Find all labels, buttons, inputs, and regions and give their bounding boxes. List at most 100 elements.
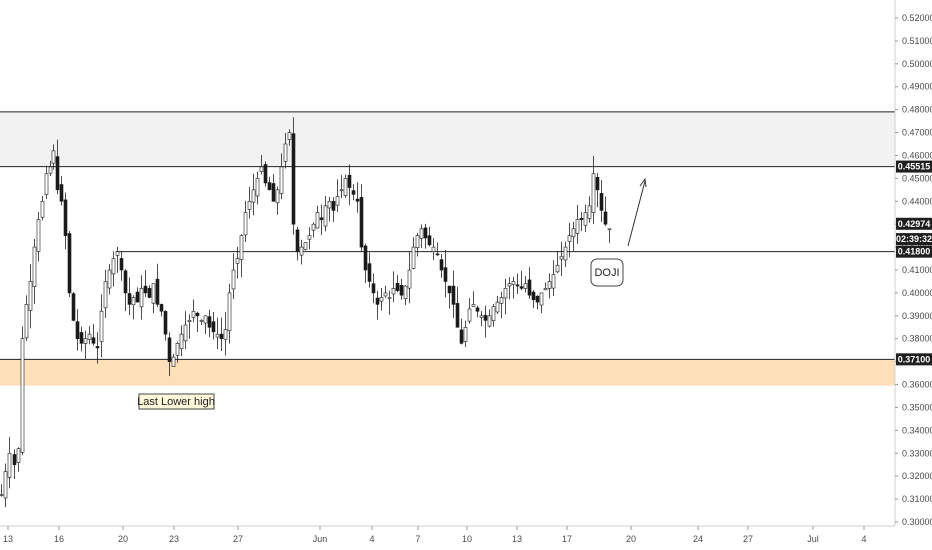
candle[interactable] xyxy=(471,291,476,307)
candle[interactable] xyxy=(79,326,84,352)
candle[interactable] xyxy=(539,292,544,314)
candle[interactable] xyxy=(16,447,21,472)
candle[interactable] xyxy=(183,311,188,350)
candle[interactable] xyxy=(415,232,420,257)
candle[interactable] xyxy=(12,449,17,480)
candle[interactable] xyxy=(359,184,364,253)
candle[interactable] xyxy=(40,196,45,221)
candle[interactable] xyxy=(607,228,612,243)
candle[interactable] xyxy=(187,314,192,339)
candle[interactable] xyxy=(55,139,60,195)
candle[interactable] xyxy=(195,311,200,332)
candle[interactable] xyxy=(583,204,588,233)
doji-annotation[interactable]: DOJI xyxy=(590,258,624,287)
candle[interactable] xyxy=(87,326,92,345)
candle[interactable] xyxy=(479,311,484,327)
candle[interactable] xyxy=(95,332,100,364)
candle[interactable] xyxy=(379,287,384,311)
candle[interactable] xyxy=(36,211,41,262)
candle[interactable] xyxy=(295,226,300,261)
candle[interactable] xyxy=(203,315,208,335)
candle[interactable] xyxy=(151,283,156,314)
candle[interactable] xyxy=(391,271,396,303)
candle[interactable] xyxy=(259,154,264,175)
candle[interactable] xyxy=(263,161,268,187)
candle[interactable] xyxy=(247,186,252,219)
candle[interactable] xyxy=(599,180,604,223)
candle[interactable] xyxy=(555,251,560,274)
candle[interactable] xyxy=(335,179,340,213)
candle[interactable] xyxy=(407,252,412,304)
candle[interactable] xyxy=(279,153,284,200)
candle[interactable] xyxy=(32,238,37,305)
candle[interactable] xyxy=(191,299,196,323)
candle[interactable] xyxy=(459,318,464,345)
candle[interactable] xyxy=(591,155,596,225)
candle[interactable] xyxy=(271,174,276,202)
candle[interactable] xyxy=(299,239,304,265)
candle[interactable] xyxy=(3,463,8,508)
candle[interactable] xyxy=(291,117,296,235)
candle[interactable] xyxy=(547,273,552,299)
candle[interactable] xyxy=(575,205,580,244)
candle[interactable] xyxy=(207,309,212,338)
candle[interactable] xyxy=(303,242,308,251)
candle[interactable] xyxy=(579,212,584,232)
candle[interactable] xyxy=(7,437,12,489)
candle[interactable] xyxy=(103,269,108,318)
candle[interactable] xyxy=(219,317,224,352)
candle[interactable] xyxy=(131,295,136,320)
candle[interactable] xyxy=(399,278,404,300)
candle[interactable] xyxy=(551,260,556,296)
candle[interactable] xyxy=(603,196,608,226)
candle[interactable] xyxy=(503,278,508,315)
candle[interactable] xyxy=(155,263,160,308)
candle[interactable] xyxy=(255,171,260,205)
candle[interactable] xyxy=(115,246,120,273)
candle[interactable] xyxy=(331,197,336,222)
candle[interactable] xyxy=(387,290,392,315)
candle[interactable] xyxy=(431,238,436,261)
last-lower-high-annotation[interactable]: Last Lower high xyxy=(137,393,215,410)
candle[interactable] xyxy=(327,197,332,222)
candle[interactable] xyxy=(419,224,424,248)
candle[interactable] xyxy=(363,243,368,283)
candle[interactable] xyxy=(527,267,532,299)
candle[interactable] xyxy=(451,270,456,319)
candle[interactable] xyxy=(439,254,444,278)
candle[interactable] xyxy=(75,309,80,351)
candle[interactable] xyxy=(71,291,76,322)
candle[interactable] xyxy=(319,204,324,236)
candle[interactable] xyxy=(323,196,328,232)
candle[interactable] xyxy=(0,484,4,497)
candle[interactable] xyxy=(44,165,49,199)
candle[interactable] xyxy=(243,200,248,243)
candle[interactable] xyxy=(443,250,448,298)
candle[interactable] xyxy=(251,173,256,216)
candle[interactable] xyxy=(375,290,380,320)
candle[interactable] xyxy=(123,269,128,312)
candle[interactable] xyxy=(51,144,56,170)
candle[interactable] xyxy=(199,319,204,325)
candle[interactable] xyxy=(367,252,372,288)
candle[interactable] xyxy=(487,309,492,328)
candle[interactable] xyxy=(567,222,572,258)
candle[interactable] xyxy=(435,242,440,256)
candle[interactable] xyxy=(531,290,536,309)
candle[interactable] xyxy=(211,312,216,340)
candle[interactable] xyxy=(403,285,408,306)
candle[interactable] xyxy=(311,222,316,238)
candle[interactable] xyxy=(59,175,64,206)
candle[interactable] xyxy=(351,184,356,201)
candle[interactable] xyxy=(475,305,480,318)
candle[interactable] xyxy=(139,275,144,320)
candle[interactable] xyxy=(571,221,576,252)
candle[interactable] xyxy=(523,276,528,293)
candle[interactable] xyxy=(495,296,500,314)
candle[interactable] xyxy=(423,223,428,249)
candle[interactable] xyxy=(215,317,220,350)
candle[interactable] xyxy=(347,164,352,206)
candle[interactable] xyxy=(371,273,376,304)
candle[interactable] xyxy=(119,251,124,281)
